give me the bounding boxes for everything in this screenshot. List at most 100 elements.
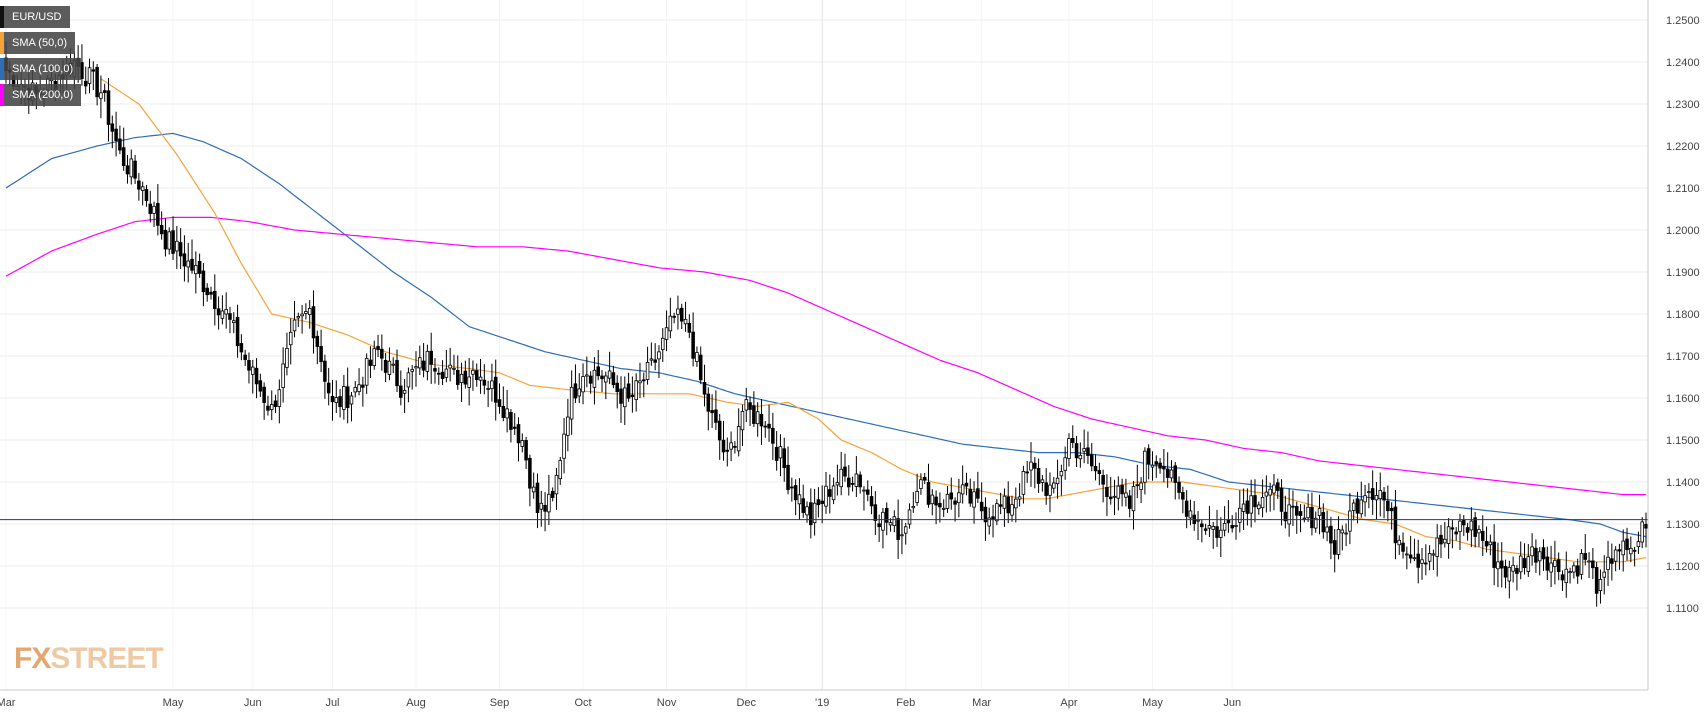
candle-body (1234, 524, 1238, 527)
candle-body (896, 518, 900, 540)
candle-body (391, 363, 395, 366)
candle-body (1473, 517, 1477, 537)
candle-body (99, 92, 103, 99)
candle-body (437, 372, 441, 375)
legend-swatch (0, 6, 4, 28)
candle-body (695, 352, 699, 362)
candle-body (106, 90, 111, 125)
legend-item-eurusd[interactable]: EUR/USD (0, 6, 70, 28)
candle-body (717, 420, 722, 441)
candle-body (1606, 556, 1610, 571)
candle-body (964, 482, 969, 487)
candle-body (1268, 488, 1272, 496)
candle-body (987, 517, 992, 527)
candle-body (759, 413, 764, 427)
candle-body (1499, 560, 1504, 569)
candle-body (858, 474, 862, 488)
legend-label: EUR/USD (12, 11, 62, 23)
candle-body (934, 496, 938, 506)
candle-body (774, 446, 779, 461)
candle-body (1488, 541, 1493, 546)
candle-body (1393, 506, 1398, 544)
candle-body (440, 371, 445, 379)
candle-body (1382, 491, 1386, 501)
legend-swatch (0, 58, 4, 80)
sma-200-line (5, 216, 1646, 496)
candle-body (1226, 519, 1231, 524)
candle-body (338, 396, 342, 408)
y-tick-label: 1.1400 (1666, 477, 1700, 489)
candle-body (562, 433, 566, 459)
candle-body (683, 318, 688, 325)
candle-body (1534, 547, 1538, 563)
candle-body (509, 412, 513, 430)
candle-body (512, 426, 517, 429)
candle-body (839, 468, 843, 488)
candle-body (1644, 523, 1648, 529)
y-tick-label: 1.2200 (1666, 141, 1700, 153)
legend-swatch (0, 32, 4, 54)
legend-item-sma50[interactable]: SMA (50,0) (0, 32, 76, 54)
candle-body (991, 516, 995, 520)
candle-body (983, 506, 988, 523)
candle-body (1579, 553, 1584, 575)
candle-body (1454, 531, 1458, 535)
candle-body (156, 203, 160, 226)
candle-body (543, 504, 547, 512)
candle-body (979, 501, 984, 512)
candle-body (642, 379, 646, 382)
candle-body (254, 367, 259, 385)
x-tick-label: Jun (244, 697, 262, 709)
candle-body (1503, 565, 1508, 578)
candle-body (653, 359, 657, 363)
candle-body (626, 383, 631, 399)
candle-body (463, 370, 468, 385)
y-tick-label: 1.1100 (1666, 603, 1699, 615)
candle-body (410, 368, 414, 372)
candle-body (900, 534, 904, 537)
candle-body (1465, 527, 1470, 533)
legend-item-sma100[interactable]: SMA (100,0) (0, 58, 82, 80)
candle-body (1238, 507, 1242, 523)
candle-body (1211, 526, 1215, 530)
candle-body (1496, 561, 1500, 570)
candle-body (573, 383, 578, 399)
candle-body (911, 505, 916, 509)
candle-body (1435, 537, 1439, 557)
candle-body (304, 311, 308, 314)
candle-body (1245, 500, 1250, 514)
candle-body (1059, 471, 1064, 477)
legend-item-sma200[interactable]: SMA (200,0) (0, 84, 82, 106)
candle-body (1602, 571, 1607, 578)
candle-body (129, 158, 134, 178)
candle-body (945, 493, 950, 509)
candle-body (399, 385, 403, 398)
candle-body (888, 522, 893, 526)
candle-body (228, 313, 232, 320)
candle-body (516, 424, 521, 444)
x-tick-label: May (163, 697, 184, 709)
candle-body (1203, 528, 1208, 531)
candle-body (1348, 510, 1352, 532)
candle-body (1613, 549, 1618, 562)
candle-body (372, 348, 377, 367)
candle-body (1537, 551, 1542, 562)
candle-body (1443, 538, 1447, 544)
candle-body (1029, 461, 1033, 471)
candle-body (1101, 475, 1105, 485)
candle-body (1287, 504, 1291, 525)
candle-body (531, 486, 536, 493)
candle-body (1431, 553, 1436, 556)
candle-body (1332, 540, 1337, 555)
candle-body (1484, 540, 1489, 547)
y-tick-label: 1.2300 (1666, 99, 1700, 111)
candle-body (1553, 559, 1557, 567)
candle-body (326, 382, 331, 394)
candle-body (1575, 565, 1580, 577)
candle-body (649, 358, 654, 361)
candle-body (1541, 547, 1546, 560)
candle-body (1184, 500, 1189, 517)
candle-body (1112, 495, 1117, 498)
candle-body (1310, 506, 1314, 529)
